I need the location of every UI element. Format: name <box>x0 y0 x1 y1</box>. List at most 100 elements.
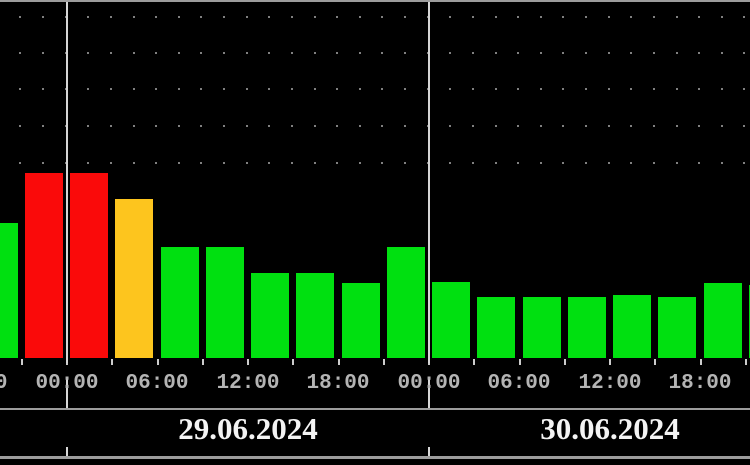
grid-dot <box>155 52 158 54</box>
kp-bar-30.06.2024-21:00 <box>748 284 750 358</box>
grid-dot <box>607 16 610 18</box>
grid-dot <box>223 88 225 90</box>
grid-dot <box>200 52 203 54</box>
grid-dot <box>607 162 610 164</box>
x-tick <box>473 359 476 365</box>
grid-dot <box>381 125 384 127</box>
grid-dot <box>42 162 44 164</box>
grid-dot <box>64 52 67 54</box>
day-boundary-line <box>428 447 430 457</box>
grid-dot <box>517 162 520 164</box>
grid-dot <box>132 88 135 90</box>
grid-dot <box>336 52 339 54</box>
grid-dot <box>245 125 248 127</box>
grid-dot <box>268 52 271 54</box>
grid-dot <box>743 16 746 18</box>
grid-dot <box>675 162 678 164</box>
grid-dot <box>517 16 520 18</box>
grid-dot <box>630 52 633 54</box>
day-boundary-line <box>66 378 68 409</box>
grid-dot <box>720 125 723 127</box>
grid-dot <box>177 125 180 127</box>
grid-dot <box>290 125 293 127</box>
grid-dot <box>19 88 22 90</box>
grid-dot <box>517 125 520 127</box>
grid-dot <box>471 88 474 90</box>
kp-bar-prev-21:00 <box>24 173 63 358</box>
grid-dot <box>245 52 248 54</box>
grid-dot <box>109 52 112 54</box>
grid-dot <box>517 52 520 54</box>
grid-dot <box>539 125 542 127</box>
day-boundary-line <box>66 2 68 363</box>
grid-dot <box>585 52 587 54</box>
grid-dot <box>19 125 22 127</box>
grid-dot <box>698 88 701 90</box>
grid-dot <box>675 88 678 90</box>
grid-dot <box>675 16 678 18</box>
grid-dot <box>404 52 406 54</box>
grid-dot <box>449 162 452 164</box>
grid-dot <box>87 125 90 127</box>
grid-dot <box>449 125 452 127</box>
grid-dot <box>19 52 22 54</box>
grid-dot <box>381 88 384 90</box>
grid-dot <box>290 16 293 18</box>
grid-dot <box>268 125 271 127</box>
grid-dot <box>313 162 316 164</box>
grid-dot <box>109 162 112 164</box>
grid-dot <box>132 125 135 127</box>
grid-dot <box>381 16 384 18</box>
grid-dot <box>449 52 452 54</box>
grid-dot <box>87 52 90 54</box>
grid-dot <box>494 16 497 18</box>
grid-dot <box>652 125 655 127</box>
grid-dot <box>494 125 497 127</box>
grid-dot <box>539 162 542 164</box>
grid-dot <box>177 52 180 54</box>
grid-dot <box>562 88 565 90</box>
grid-dot <box>177 162 180 164</box>
grid-dot <box>358 16 361 18</box>
time-label-06:00: 06:00 <box>487 372 551 395</box>
time-label-18:00: 18:00 <box>668 372 732 395</box>
time-label-12:00: 12:00 <box>216 372 280 395</box>
grid-dot <box>743 162 746 164</box>
grid-dot <box>177 16 180 18</box>
grid-dot <box>155 125 158 127</box>
x-tick <box>609 359 611 365</box>
x-tick <box>699 359 702 365</box>
kp-bar-29.06.2024-21:00 <box>386 246 425 358</box>
grid-dot <box>471 16 474 18</box>
time-label-06:00: 06:00 <box>125 372 189 395</box>
grid-dot <box>132 52 135 54</box>
grid-dot <box>562 52 565 54</box>
grid-dot <box>426 52 429 54</box>
grid-dot <box>268 88 271 90</box>
grid-dot <box>630 125 633 127</box>
grid-dot <box>585 125 587 127</box>
grid-dot <box>313 52 316 54</box>
grid-dot <box>675 52 678 54</box>
grid-dot <box>200 88 203 90</box>
grid-dot <box>268 162 271 164</box>
grid-dot <box>720 16 723 18</box>
grid-dot <box>539 16 542 18</box>
grid-dot <box>585 88 587 90</box>
grid-dot <box>109 125 112 127</box>
day-boundary-line <box>428 378 430 409</box>
grid-dot <box>585 162 587 164</box>
kp-bar-30.06.2024-18:00 <box>703 283 742 358</box>
grid-dot <box>630 16 633 18</box>
kp-bar-prev-18:00 <box>0 222 18 358</box>
grid-dot <box>223 52 225 54</box>
time-label-00:00: 00:00 <box>35 372 99 395</box>
grid-dot <box>607 125 610 127</box>
grid-dot <box>132 162 135 164</box>
time-label-12:00: 12:00 <box>578 372 642 395</box>
grid-dot <box>87 162 90 164</box>
grid-dot <box>313 16 316 18</box>
grid-dot <box>652 16 655 18</box>
grid-dot <box>426 16 429 18</box>
